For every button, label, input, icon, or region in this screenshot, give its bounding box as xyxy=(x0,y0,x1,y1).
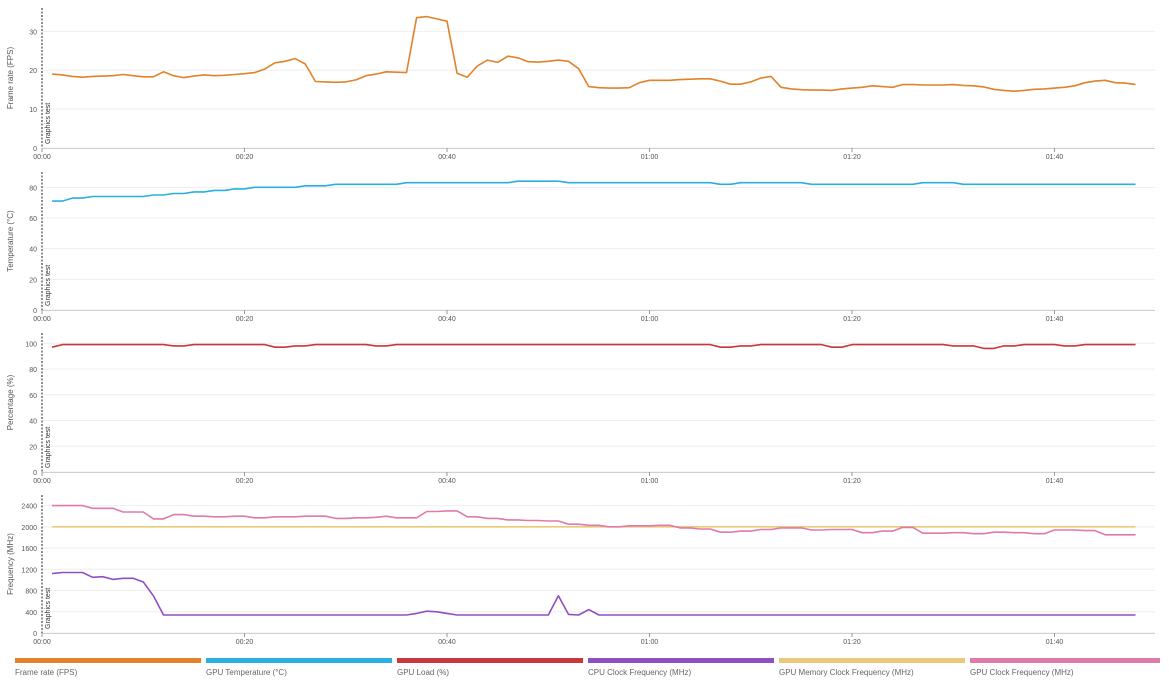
series-line-fps-0 xyxy=(52,15,1136,92)
y-tick-label: 400 xyxy=(25,610,37,617)
legend-swatch-gpu-temperature xyxy=(206,658,392,663)
x-tick-label: 00:00 xyxy=(33,478,51,485)
legend-item-cpu-clock[interactable]: CPU Clock Frequency (MHz) xyxy=(588,656,774,687)
y-axis-label: Percentage (%) xyxy=(6,374,15,430)
y-tick-label: 60 xyxy=(29,393,37,400)
series-line-gpu-load-0 xyxy=(51,343,1136,350)
x-tick-label: 00:40 xyxy=(438,154,456,161)
legend-item-gpu-clock[interactable]: GPU Clock Frequency (MHz) xyxy=(970,656,1160,687)
chart-panel-fps: 0 10 20 30 00:00 00:20 00:40 01:00 01:20 01:40 Fra… xyxy=(6,8,1155,161)
y-tick-label: 80 xyxy=(29,367,37,374)
x-tick-label: 01:00 xyxy=(641,154,659,161)
y-tick-label: 40 xyxy=(29,419,37,426)
y-tick-label: 60 xyxy=(29,216,37,223)
y-tick-label: 2000 xyxy=(21,525,37,532)
legend-item-gpu-memory-clock[interactable]: GPU Memory Clock Frequency (MHz) xyxy=(779,656,965,687)
x-tick-label: 00:00 xyxy=(33,639,51,646)
x-tick-label: 00:20 xyxy=(236,478,254,485)
legend-item-gpu-temperature[interactable]: GPU Temperature (°C) xyxy=(206,656,392,687)
x-tick-label: 01:40 xyxy=(1046,316,1064,323)
legend-label-fps: Frame rate (FPS) xyxy=(15,668,78,677)
x-tick-label: 00:40 xyxy=(438,316,456,323)
y-tick-label: 0 xyxy=(33,631,37,638)
y-tick-label: 20 xyxy=(29,277,37,284)
legend-label-gpu-temperature: GPU Temperature (°C) xyxy=(206,668,287,677)
x-tick-label: 01:40 xyxy=(1046,639,1064,646)
y-tick-label: 2400 xyxy=(21,504,37,511)
chart-legend: Frame rate (FPS) GPU Temperature (°C) GP… xyxy=(0,656,1169,687)
graphics-test-label: Graphics test xyxy=(45,427,52,468)
x-tick-label: 01:20 xyxy=(843,316,861,323)
legend-label-gpu-clock: GPU Clock Frequency (MHz) xyxy=(970,668,1074,677)
y-tick-label: 20 xyxy=(29,444,37,451)
series-line-frequency-2 xyxy=(52,571,1136,616)
graphics-test-label: Graphics test xyxy=(45,265,52,306)
chart-panel-gpu-load: 0 20 40 60 80 100 00:00 00:20 00:40 01:00 01:20 01:… xyxy=(6,333,1155,485)
series-line-frequency-1 xyxy=(52,504,1136,536)
legend-swatch-gpu-load xyxy=(397,658,583,663)
x-tick-label: 00:00 xyxy=(33,316,51,323)
x-tick-label: 01:00 xyxy=(641,316,659,323)
x-tick-label: 01:20 xyxy=(843,639,861,646)
x-tick-label: 00:20 xyxy=(236,639,254,646)
x-tick-label: 01:40 xyxy=(1046,154,1064,161)
legend-swatch-cpu-clock xyxy=(588,658,774,663)
legend-label-cpu-clock: CPU Clock Frequency (MHz) xyxy=(588,668,692,677)
legend-label-gpu-memory-clock: GPU Memory Clock Frequency (MHz) xyxy=(779,668,914,677)
graphics-test-label: Graphics test xyxy=(45,103,52,144)
y-tick-label: 1200 xyxy=(21,567,37,574)
y-tick-label: 80 xyxy=(29,185,37,192)
chart-panel-gpu-temperature: 0 20 40 60 80 00:00 00:20 00:40 01:00 01:20 01:40 T… xyxy=(6,172,1155,323)
x-tick-label: 01:00 xyxy=(641,639,659,646)
y-axis-label: Frame rate (FPS) xyxy=(6,47,15,110)
y-tick-label: 20 xyxy=(29,68,37,75)
x-tick-label: 00:20 xyxy=(236,154,254,161)
y-tick-label: 0 xyxy=(33,470,37,477)
legend-item-gpu-load[interactable]: GPU Load (%) xyxy=(397,656,583,687)
legend-swatch-gpu-clock xyxy=(970,658,1160,663)
y-tick-label: 0 xyxy=(33,308,37,315)
x-tick-label: 01:20 xyxy=(843,154,861,161)
y-tick-label: 800 xyxy=(25,589,37,596)
y-tick-label: 100 xyxy=(25,341,37,348)
y-tick-label: 1600 xyxy=(21,546,37,553)
x-tick-label: 00:40 xyxy=(438,639,456,646)
legend-label-gpu-load: GPU Load (%) xyxy=(397,668,450,677)
y-axis-label: Frequency (MHz) xyxy=(6,533,15,595)
legend-swatch-fps xyxy=(15,658,201,663)
series-line-gpu-temperature-0 xyxy=(52,180,1136,202)
x-tick-label: 00:20 xyxy=(236,316,254,323)
y-tick-label: 30 xyxy=(29,29,37,36)
x-tick-label: 01:20 xyxy=(843,478,861,485)
y-tick-label: 40 xyxy=(29,247,37,254)
x-tick-label: 01:00 xyxy=(641,478,659,485)
legend-item-fps[interactable]: Frame rate (FPS) xyxy=(15,656,201,687)
graphics-test-label: Graphics test xyxy=(45,588,52,629)
y-tick-label: 0 xyxy=(33,146,37,153)
y-tick-label: 10 xyxy=(29,107,37,114)
legend-swatch-gpu-memory-clock xyxy=(779,658,965,663)
y-axis-label: Temperature (°C) xyxy=(6,210,15,272)
x-tick-label: 00:00 xyxy=(33,154,51,161)
chart-panel-frequency: 0 400 800 1200 1600 2000 2400 00:00 00:20 00:40 01… xyxy=(6,495,1155,646)
x-tick-label: 01:40 xyxy=(1046,478,1064,485)
x-tick-label: 00:40 xyxy=(438,478,456,485)
